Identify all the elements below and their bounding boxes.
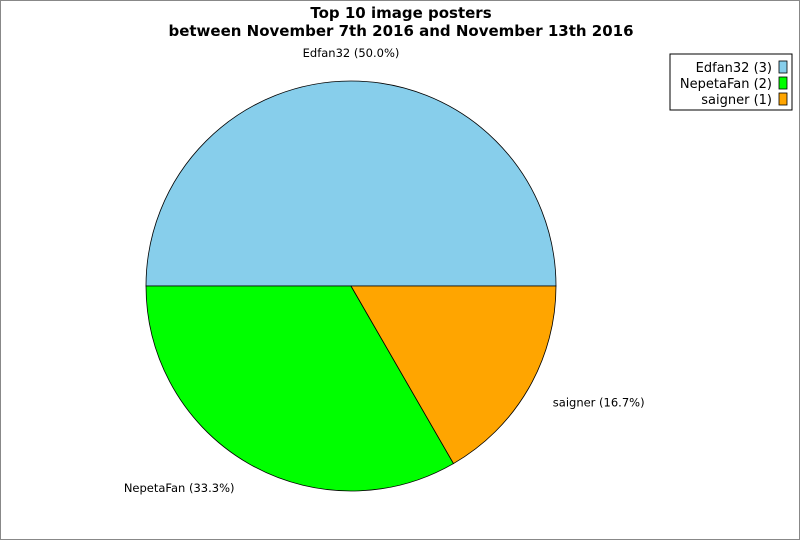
legend: Edfan32 (3)NepetaFan (2)saigner (1) — [669, 53, 793, 111]
slice-label-saigner: saigner (16.7%) — [553, 396, 645, 410]
chart-title: Top 10 image posters — [310, 4, 491, 22]
slice-label-edfan32: Edfan32 (50.0%) — [303, 46, 400, 60]
pie-slice-nepetafan — [145, 285, 455, 492]
legend-swatch-saigner — [778, 92, 788, 106]
legend-swatch-nepetafan — [778, 76, 788, 90]
slice-label-nepetafan: NepetaFan (33.3%) — [124, 481, 235, 495]
pie-slice-edfan32 — [145, 80, 557, 287]
legend-entry-saigner: saigner (1) — [701, 93, 772, 108]
chart-subtitle: between November 7th 2016 and November 1… — [168, 22, 633, 40]
legend-entry-edfan32: Edfan32 (3) — [696, 61, 772, 76]
legend-swatch-edfan32 — [778, 60, 788, 74]
legend-box — [669, 53, 793, 111]
pie-slice-saigner — [350, 285, 557, 465]
legend-entry-nepetafan: NepetaFan (2) — [680, 77, 772, 92]
